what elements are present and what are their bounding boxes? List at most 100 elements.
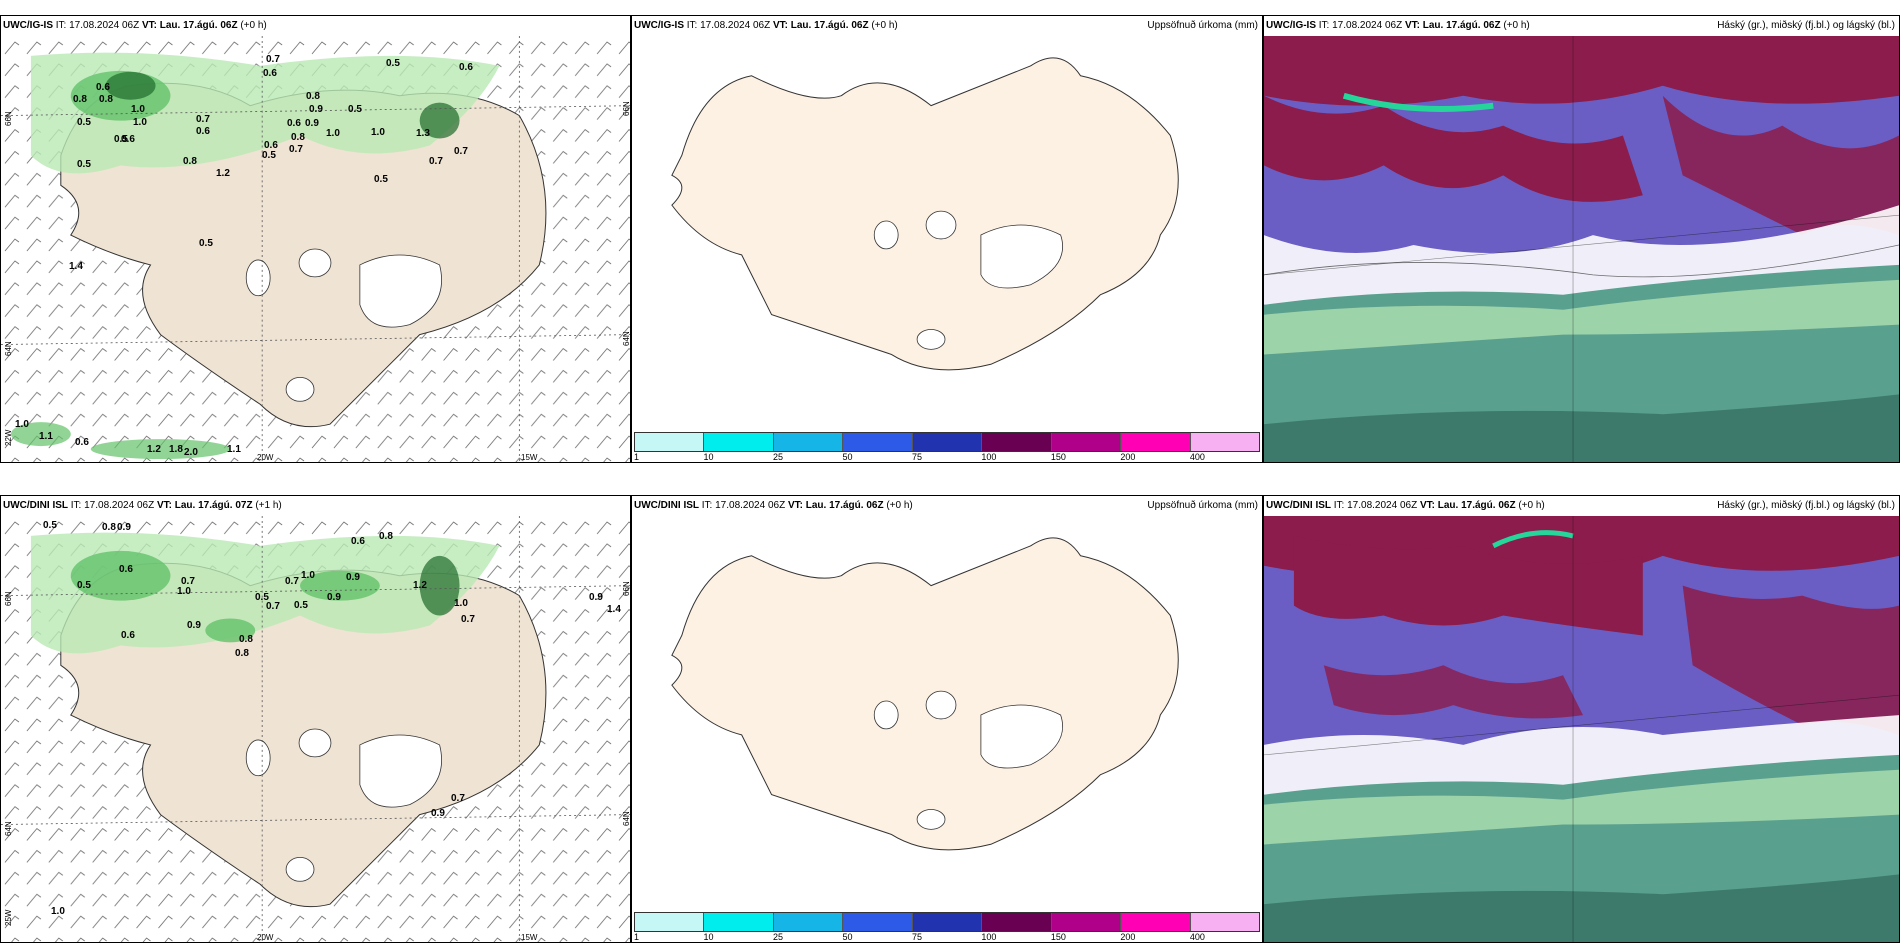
precip-value: 0.8 xyxy=(291,132,305,143)
precip-value: 1.1 xyxy=(227,444,241,455)
panel-header: UWC/DINI ISL IT: 17.08.2024 06Z VT: Lau.… xyxy=(632,496,1262,516)
valid-time: VT: Lau. 17.ágú. 06Z xyxy=(1419,500,1516,511)
lead-time: (+0 h) xyxy=(240,20,267,31)
precip-value: 0.5 xyxy=(374,174,388,185)
precip-value: 0.8 xyxy=(102,522,116,533)
precip-value: 0.7 xyxy=(181,576,195,587)
lon-label: 15W xyxy=(521,453,538,462)
colorbar-bin xyxy=(773,433,844,451)
model-name: UWC/IG-IS xyxy=(3,20,53,31)
precip-value: 0.7 xyxy=(454,146,468,157)
colorbar-tick: 50 xyxy=(842,452,853,462)
cloud-map-panel-bottom: UWC/DINI ISL IT: 17.08.2024 06Z VT: Lau.… xyxy=(1263,495,1900,943)
precip-value: 0.7 xyxy=(285,576,299,587)
colorbar-bin xyxy=(982,913,1052,931)
colorbar-tick: 75 xyxy=(911,932,922,942)
panel-title: Uppsöfnuð úrkoma (mm) xyxy=(1147,500,1258,511)
precip-value: 0.5 xyxy=(114,134,128,145)
colorbar-tick: 150 xyxy=(1050,452,1066,462)
model-name: UWC/DINI ISL xyxy=(3,500,68,511)
precip-value: 0.5 xyxy=(386,58,400,69)
colorbar-tick: 400 xyxy=(1189,932,1205,942)
precip-value: 0.6 xyxy=(287,118,301,129)
precip-value: 0.7 xyxy=(429,156,443,167)
panel-header: UWC/IG-IS IT: 17.08.2024 06Z VT: Lau. 17… xyxy=(1264,16,1899,36)
colorbar-tick: 75 xyxy=(911,452,922,462)
colorbar-tick: 1 xyxy=(634,452,640,462)
precip-value: 0.6 xyxy=(96,82,110,93)
lat-label: 64N xyxy=(622,331,631,346)
colorbar-bin xyxy=(1190,913,1259,931)
precip-value: 1.0 xyxy=(51,906,65,917)
valid-time: VT: Lau. 17.ágú. 06Z xyxy=(141,20,238,31)
precip-value: 0.6 xyxy=(263,68,277,79)
lead-time: (+0 h) xyxy=(1503,20,1530,31)
precip-value: 0.8 xyxy=(235,648,249,659)
precip-value: 0.9 xyxy=(305,118,319,129)
precip-value: 0.8 xyxy=(306,91,320,102)
precip-value: 1.0 xyxy=(371,127,385,138)
lon-label: 20W xyxy=(257,453,274,462)
lat-label: 64N xyxy=(4,341,13,356)
precip-value: 0.9 xyxy=(346,572,360,583)
lon-label: 20W xyxy=(257,933,274,942)
lon-label: 15W xyxy=(521,933,538,942)
lead-time: (+0 h) xyxy=(886,500,913,511)
colorbar-bin xyxy=(843,913,913,931)
lat-label: 64N xyxy=(4,821,13,836)
colorbar-tick: 25 xyxy=(772,932,783,942)
init-time: IT: 17.08.2024 06Z xyxy=(55,20,140,31)
precip-value: 1.0 xyxy=(177,586,191,597)
precip-colorbar xyxy=(634,432,1260,452)
precip-value: 0.6 xyxy=(75,437,89,448)
panel-title: Uppsöfnuð úrkoma (mm) xyxy=(1147,20,1258,31)
colorbar-tick: 100 xyxy=(981,932,997,942)
precip-value: 0.5 xyxy=(262,150,276,161)
wind-map-panel-bottom: UWC/DINI ISL IT: 17.08.2024 06Z VT: Lau.… xyxy=(0,495,631,943)
precip-value: 0.5 xyxy=(77,159,91,170)
panel-header: UWC/DINI ISL IT: 17.08.2024 06Z VT: Lau.… xyxy=(1264,496,1899,516)
precip-value: 0.5 xyxy=(199,238,213,249)
lat-label: 25W xyxy=(4,909,13,926)
colorbar-tick: 1 xyxy=(634,932,640,942)
precip-value: 0.9 xyxy=(117,522,131,533)
cloud-map-panel-top: UWC/IG-IS IT: 17.08.2024 06Z VT: Lau. 17… xyxy=(1263,15,1900,463)
valid-time: VT: Lau. 17.ágú. 06Z xyxy=(787,500,884,511)
precip-value: 0.9 xyxy=(327,592,341,603)
lat-label: 64N xyxy=(622,811,631,826)
wind-map-svg xyxy=(1,516,630,942)
precip-value: 2.0 xyxy=(184,447,198,458)
wind-map xyxy=(1,36,630,462)
lat-label: 66N xyxy=(4,591,13,606)
panel-header: UWC/IG-IS IT: 17.08.2024 06Z VT: Lau. 17… xyxy=(1,16,630,36)
precip-map xyxy=(632,516,1262,900)
colorbar-bin xyxy=(912,433,983,451)
precip-map-svg xyxy=(671,537,1179,851)
precip-map-svg xyxy=(671,57,1179,371)
lead-time: (+1 h) xyxy=(255,500,282,511)
precip-value: 0.7 xyxy=(266,54,280,65)
colorbar-ticks: 1 10 25 50 75 100 150 200 400 xyxy=(634,452,1260,462)
precip-value: 1.3 xyxy=(416,128,430,139)
precip-value: 0.7 xyxy=(451,793,465,804)
init-time: IT: 17.08.2024 06Z xyxy=(1333,500,1418,511)
init-time: IT: 17.08.2024 06Z xyxy=(701,500,786,511)
model-name: UWC/IG-IS xyxy=(634,20,684,31)
cloud-map-svg xyxy=(1264,36,1899,462)
precip-value: 0.6 xyxy=(264,140,278,151)
precip-value: 0.7 xyxy=(461,614,475,625)
precip-value: 0.7 xyxy=(196,114,210,125)
precip-value: 0.5 xyxy=(77,580,91,591)
colorbar-tick: 50 xyxy=(842,932,853,942)
lead-time: (+0 h) xyxy=(1518,500,1545,511)
precip-colorbar xyxy=(634,912,1260,932)
colorbar-bin xyxy=(704,433,774,451)
cloud-map xyxy=(1264,36,1899,462)
colorbar-tick: 200 xyxy=(1120,452,1136,462)
colorbar-bin xyxy=(635,433,705,451)
precip-value: 0.9 xyxy=(431,808,445,819)
precip-value: 0.5 xyxy=(255,592,269,603)
lat-label: 66N xyxy=(622,581,631,596)
precip-value: 0.6 xyxy=(121,630,135,641)
precip-value: 0.5 xyxy=(348,104,362,115)
